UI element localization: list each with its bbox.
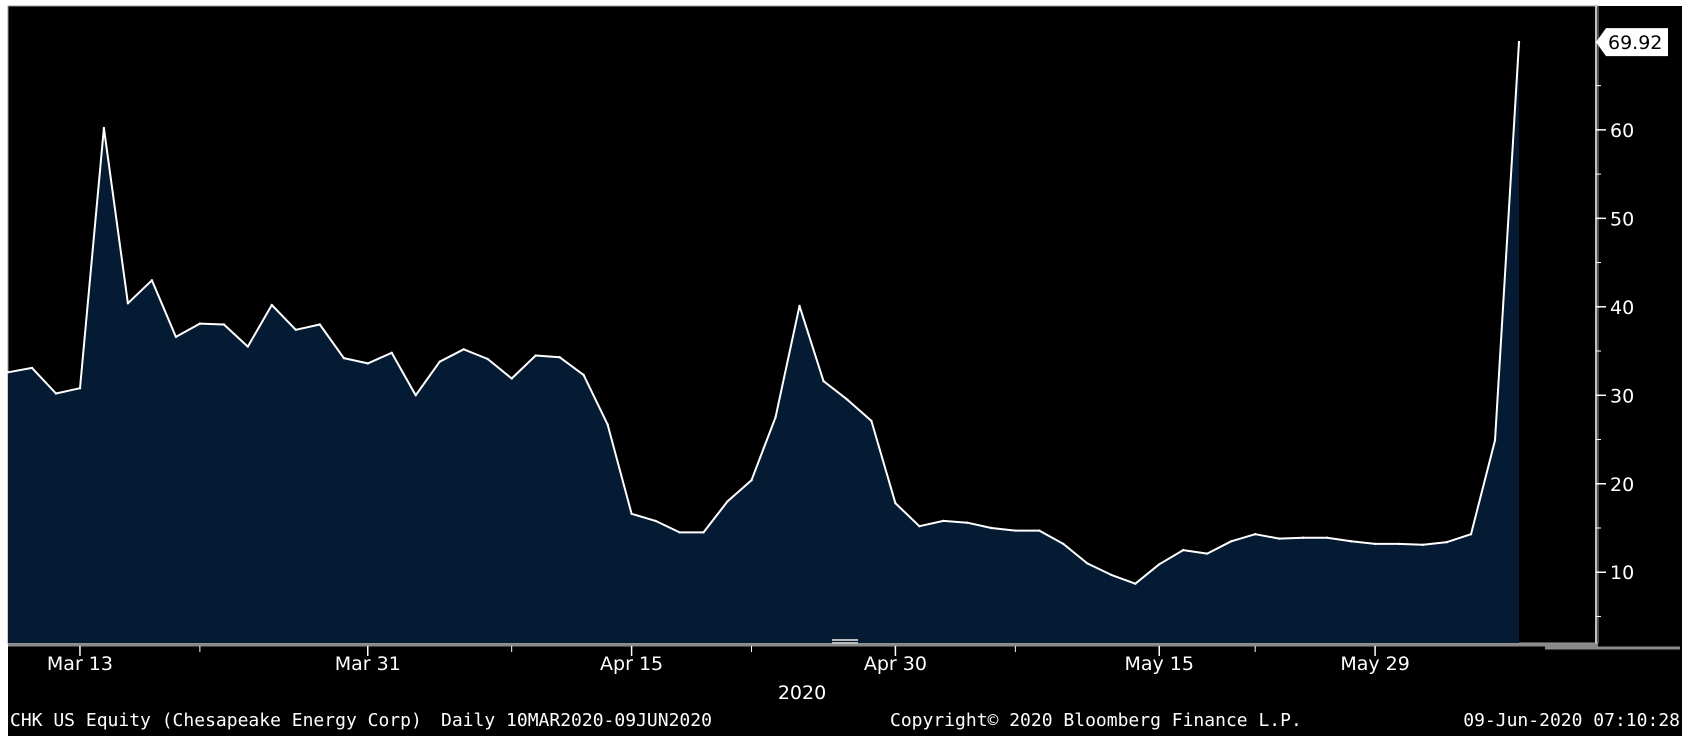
y-tick-label: 20 — [1610, 474, 1634, 496]
data-point — [726, 500, 729, 503]
data-point — [1230, 540, 1233, 543]
data-point — [1493, 439, 1497, 442]
series-line — [7, 42, 1520, 585]
data-point — [6, 371, 10, 374]
data-point — [438, 360, 441, 363]
x-tick-label: May 15 — [1124, 653, 1194, 675]
x-tick-label: Apr 15 — [600, 653, 663, 675]
y-tick-label: 50 — [1610, 208, 1634, 230]
data-point — [1086, 562, 1089, 565]
data-point — [1325, 536, 1329, 539]
data-point — [630, 512, 633, 515]
data-point — [390, 351, 393, 354]
data-point — [270, 303, 273, 307]
data-point — [702, 531, 705, 534]
y-tick-label: 30 — [1610, 385, 1634, 407]
data-point — [894, 502, 897, 505]
data-point — [774, 416, 777, 419]
data-point — [126, 302, 130, 305]
y-tick-label: 10 — [1610, 562, 1634, 584]
data-point — [54, 392, 58, 395]
data-point — [1014, 529, 1017, 532]
last-value-label: 69.92 — [1608, 32, 1662, 54]
data-point — [222, 323, 226, 326]
y-tick-label: 40 — [1610, 297, 1634, 319]
data-point — [198, 322, 202, 325]
data-point — [558, 356, 561, 359]
data-point — [678, 531, 681, 534]
data-point — [750, 479, 753, 482]
data-point — [822, 379, 825, 383]
data-point — [1469, 533, 1473, 536]
data-point — [414, 394, 417, 397]
footer-ticker: CHK US Equity (Chesapeake Energy Corp) — [10, 710, 422, 731]
data-point — [1206, 552, 1209, 555]
data-point — [1421, 543, 1425, 546]
x-tick-label: May 29 — [1340, 653, 1410, 675]
data-point — [78, 387, 82, 390]
x-tick-label: Mar 31 — [335, 653, 401, 675]
footer-period: Daily 10MAR2020-09JUN2020 — [441, 710, 712, 731]
data-point — [1445, 540, 1449, 544]
data-point — [582, 373, 585, 377]
data-point — [606, 423, 609, 426]
data-point — [1062, 542, 1065, 546]
data-point — [318, 323, 321, 326]
data-point — [1373, 542, 1377, 546]
data-point — [1254, 533, 1257, 536]
data-point — [342, 356, 345, 360]
year-label: 2020 — [778, 682, 826, 704]
footer-copyright: Copyright© 2020 Bloomberg Finance L.P. — [890, 710, 1302, 731]
series-area — [8, 42, 1519, 644]
data-point — [534, 354, 537, 357]
data-point — [174, 335, 178, 339]
last-value-badge — [1596, 28, 1668, 57]
data-point — [1134, 582, 1137, 585]
data-point — [1278, 537, 1281, 540]
data-point — [966, 521, 969, 524]
data-point — [1110, 573, 1113, 577]
data-point — [462, 348, 465, 351]
x-tick-label: Apr 30 — [864, 653, 927, 675]
data-point — [870, 419, 873, 423]
data-point — [366, 362, 369, 365]
data-point — [1182, 548, 1185, 552]
data-point — [990, 526, 993, 530]
data-point — [846, 398, 849, 401]
data-point — [486, 357, 489, 361]
data-point — [30, 366, 34, 370]
footer-timestamp: 09-Jun-2020 07:10:28 — [1463, 710, 1680, 731]
data-point — [294, 328, 297, 331]
data-point — [918, 525, 921, 528]
data-point — [102, 126, 106, 130]
x-tick-label: Mar 13 — [47, 653, 113, 675]
data-point — [654, 519, 657, 523]
data-point — [1517, 40, 1521, 44]
data-point — [246, 345, 249, 348]
data-point — [510, 377, 513, 380]
data-point — [1349, 540, 1353, 543]
data-point — [1301, 536, 1305, 539]
y-tick-label: 60 — [1610, 120, 1634, 142]
data-point — [798, 304, 801, 308]
data-point — [942, 519, 945, 523]
data-point — [150, 279, 154, 282]
data-point — [1397, 542, 1401, 546]
data-point — [1038, 529, 1041, 532]
data-point — [1158, 563, 1161, 566]
